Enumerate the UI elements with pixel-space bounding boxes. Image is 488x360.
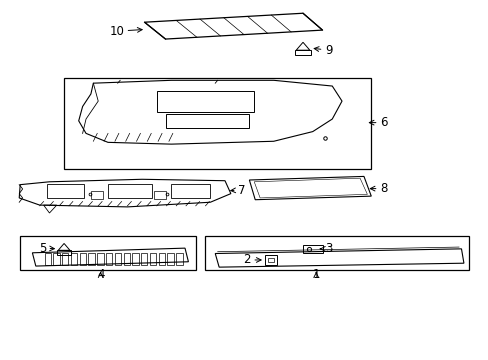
Text: 5: 5 [39, 242, 54, 255]
Text: 2: 2 [243, 253, 261, 266]
Text: 7: 7 [230, 184, 245, 197]
Text: 9: 9 [313, 44, 332, 57]
Text: 3: 3 [320, 242, 332, 255]
Text: 8: 8 [369, 182, 386, 195]
Text: 1: 1 [312, 268, 319, 281]
Text: 6: 6 [368, 116, 387, 129]
Text: 10: 10 [109, 25, 142, 38]
Text: 4: 4 [97, 268, 104, 281]
